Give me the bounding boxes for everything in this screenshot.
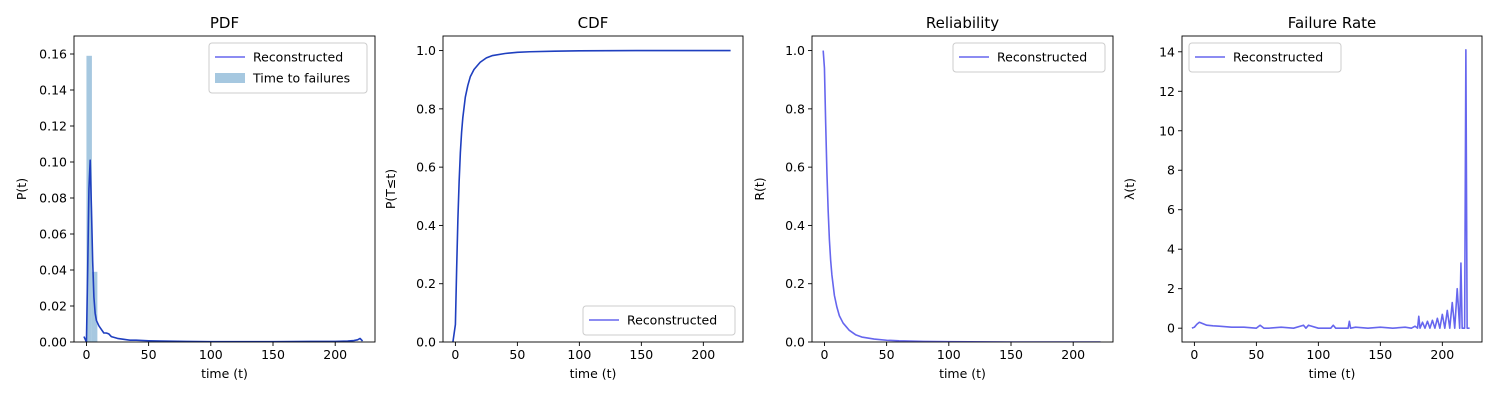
y-tick-label: 14 <box>1159 44 1175 59</box>
y-tick-label: 0.4 <box>416 218 436 233</box>
x-tick-label: 100 <box>567 347 591 362</box>
y-tick-label: 0.8 <box>785 101 805 116</box>
y-tick-label: 6 <box>1167 202 1175 217</box>
x-tick-label: 200 <box>1061 347 1085 362</box>
x-tick-label: 200 <box>323 347 347 362</box>
panel-0: 0 50 100 150 200 0.00 0.02 0.04 0.06 0.08 0.10 0.12… <box>14 14 376 381</box>
x-tick-label: 50 <box>141 347 157 362</box>
chart-title: Failure Rate <box>1288 14 1377 32</box>
y-tick-label: 0 <box>1167 321 1175 336</box>
legend-box <box>1188 42 1342 73</box>
y-tick-label: 1.0 <box>785 43 805 58</box>
y-tick-label: 4 <box>1167 242 1175 257</box>
panel-1: 0 50 100 150 200 0.0 0.2 0.4 0.6 0.8 1.0 CDF time (t… <box>383 14 744 381</box>
legend: Reconstructed Time to failures <box>208 42 368 94</box>
y-tick-label: 0.2 <box>785 276 805 291</box>
chart-title: PDF <box>210 14 239 32</box>
x-axis-label: time (t) <box>939 366 986 381</box>
axes-frame <box>811 35 1114 343</box>
x-tick-label: 100 <box>937 347 961 362</box>
x-tick-label: 100 <box>1306 347 1330 362</box>
y-tick-label: 0.0 <box>416 335 436 350</box>
x-tick-label: 150 <box>1368 347 1392 362</box>
x-tick-label: 0 <box>1190 347 1198 362</box>
y-tick-label: 0.02 <box>39 299 67 314</box>
y-tick-label: 0.0 <box>785 335 805 350</box>
y-tick-label: 0.4 <box>785 218 805 233</box>
panel-3: 0 50 100 150 200 0 2 4 6 8 10 12 14 Failure Rate time … <box>1122 14 1483 381</box>
y-axis-label: P(T≤t) <box>383 169 398 209</box>
legend: Reconstructed <box>582 305 736 336</box>
legend-box <box>208 42 368 94</box>
y-tick-label: 12 <box>1159 84 1175 99</box>
x-axis-label: time (t) <box>1309 366 1356 381</box>
x-tick-label: 200 <box>691 347 715 362</box>
y-tick-label: 0.6 <box>785 160 805 175</box>
x-tick-label: 200 <box>1430 347 1454 362</box>
y-tick-label: 10 <box>1159 123 1175 138</box>
legend-entry: Reconstructed <box>1233 50 1323 65</box>
y-tick-label: 0.12 <box>39 119 67 134</box>
y-axis-label: P(t) <box>14 178 29 200</box>
legend-box <box>582 305 736 336</box>
panel-2: 0 50 100 150 200 0.0 0.2 0.4 0.6 0.8 1.0 Reliabilit… <box>752 14 1114 381</box>
chart-title: Reliability <box>926 14 999 32</box>
y-tick-label: 8 <box>1167 163 1175 178</box>
y-tick-label: 0.06 <box>39 227 67 242</box>
x-tick-label: 0 <box>82 347 90 362</box>
x-tick-label: 50 <box>1248 347 1264 362</box>
legend-entry: Reconstructed <box>253 50 343 65</box>
series-line-0 <box>1191 49 1470 329</box>
series-line-0 <box>452 49 731 342</box>
series-line-0 <box>822 50 1101 342</box>
x-axis-label: time (t) <box>570 366 617 381</box>
x-tick-label: 50 <box>509 347 525 362</box>
x-axis-label: time (t) <box>201 366 248 381</box>
y-tick-label: 0.04 <box>39 263 67 278</box>
legend-entry: Reconstructed <box>627 313 717 328</box>
x-tick-label: 100 <box>199 347 223 362</box>
axes-frame <box>73 35 376 343</box>
y-axis-label: λ(t) <box>1122 178 1137 200</box>
legend-entry: Reconstructed <box>997 50 1087 65</box>
y-tick-label: 0.2 <box>416 276 436 291</box>
y-tick-label: 0.8 <box>416 101 436 116</box>
y-tick-label: 0.10 <box>39 155 67 170</box>
y-tick-label: 0.14 <box>39 83 67 98</box>
x-tick-label: 150 <box>999 347 1023 362</box>
y-tick-label: 0.16 <box>39 47 67 62</box>
series-line-0 <box>83 159 364 342</box>
axes-frame <box>1181 35 1483 343</box>
y-axis-label: R(t) <box>752 177 767 200</box>
y-tick-label: 0.6 <box>416 160 436 175</box>
x-tick-label: 0 <box>451 347 459 362</box>
x-tick-label: 50 <box>879 347 895 362</box>
legend-box <box>952 42 1106 73</box>
x-tick-label: 150 <box>629 347 653 362</box>
legend: Reconstructed <box>952 42 1106 73</box>
y-tick-label: 1.0 <box>416 43 436 58</box>
y-tick-label: 2 <box>1167 281 1175 296</box>
chart-title: CDF <box>578 14 609 32</box>
axes-frame <box>442 35 744 343</box>
legend-swatch <box>215 73 245 83</box>
y-tick-label: 0.08 <box>39 191 67 206</box>
legend: Reconstructed <box>1188 42 1342 73</box>
y-tick-label: 0.00 <box>39 335 67 350</box>
legend-entry: Time to failures <box>252 71 350 86</box>
x-tick-label: 150 <box>261 347 285 362</box>
x-tick-label: 0 <box>820 347 828 362</box>
